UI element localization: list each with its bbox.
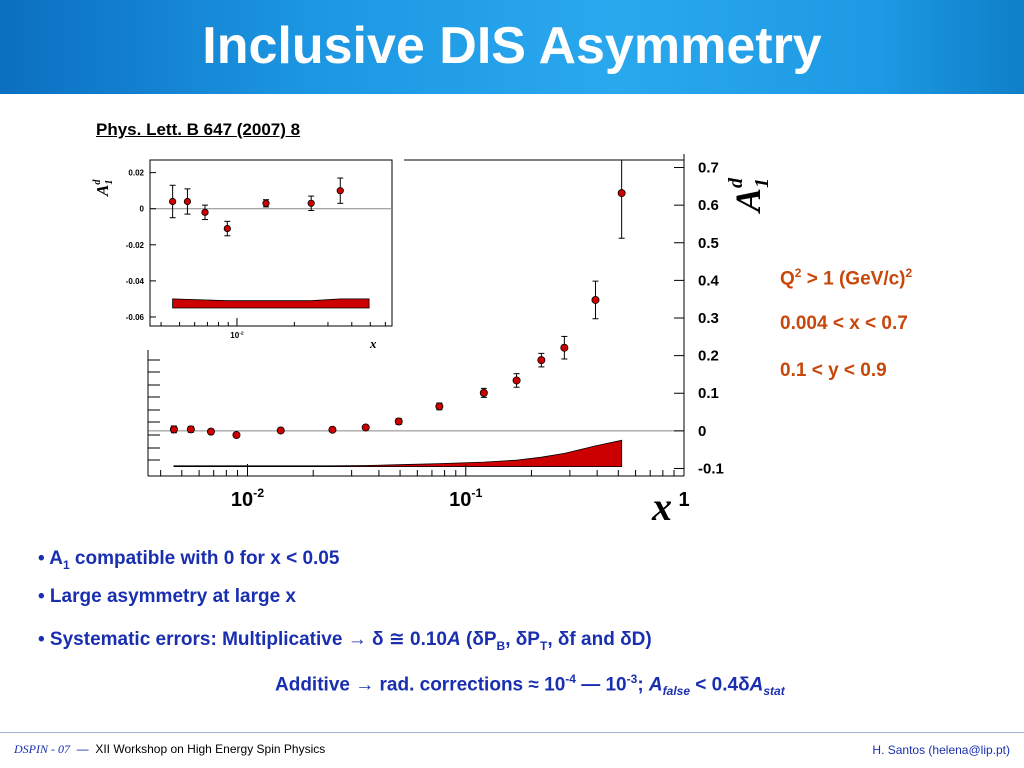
footer-divider [0,732,1024,733]
main-data-point [186,425,195,434]
main-x-tick-label: 10-1 [449,486,482,511]
main-data-point [276,426,285,435]
main-data-point [169,425,178,434]
main-data-point [328,425,337,434]
main-data-point [394,417,403,426]
inset-data-point [336,187,344,195]
bullet-2: • Large asymmetry at large x [38,586,297,607]
inset-y-tick-label: -0.06 [126,313,145,322]
inset-data-point [183,197,192,206]
main-y-tick-label: 0.3 [698,310,719,327]
footer-event: DSPIN - 07 [14,742,70,756]
footer-author: H. Santos (helena@lip.pt) [872,743,1010,757]
inset-data-point [223,224,231,233]
main-systematic-band [173,439,623,467]
main-panel [148,159,685,476]
main-y-tick-label: 0.4 [698,272,720,289]
main-data-point [435,402,444,411]
main-data-point [479,388,488,397]
y-range-condition: 0.1 < y < 0.9 [780,360,887,381]
main-y-axis-title: A1d [725,177,773,214]
main-y-tick-label: 0.6 [698,197,719,214]
main-data-point [617,189,626,198]
main-data-point [361,423,370,432]
inset-systematic-band [172,298,370,309]
inset-y-tick-label: -0.02 [126,241,145,250]
main-y-tick-label: 0 [698,423,706,440]
inset-y-tick-label: -0.04 [126,277,145,286]
inset-x-axis-title: x [369,336,377,351]
q2-condition: Q2 > 1 (GeV/c)2 [780,266,913,290]
inset-y-axis-title: A1d [92,179,115,197]
inset-data-point [169,197,177,206]
inset-data-point [307,199,315,207]
inset-y-tick-label: 0 [140,205,145,214]
main-x-tick-label: 1 [678,489,689,511]
x-range-condition: 0.004 < x < 0.7 [780,313,908,334]
inset-y-tick-label: 0.02 [128,169,144,178]
title-bar: Inclusive DIS Asymmetry [0,0,1024,94]
main-y-tick-label: -0.1 [698,460,724,477]
reference-citation: Phys. Lett. B 647 (2007) 8 [96,120,301,139]
inset-frame [149,159,393,327]
main-x-axis-title: x [651,484,672,529]
bullet-4: Additive → rad. corrections ≈ 10-4 — 10-… [275,672,785,699]
inset-panel [149,159,393,327]
footer-sep: — [76,742,89,756]
slide-title: Inclusive DIS Asymmetry [202,17,822,75]
main-data-point [560,343,569,352]
main-x-tick-label: 10-2 [231,486,264,511]
footer-conference: XII Workshop on High Energy Spin Physics [95,742,326,756]
main-data-point [591,295,600,304]
inset-x-tick-label: 10-2 [230,330,244,340]
inset-data-point [262,199,270,207]
footer-left: DSPIN - 07 — XII Workshop on High Energy… [14,742,325,757]
main-data-point [537,356,546,365]
main-data-point [512,376,521,385]
main-data-point [206,427,215,436]
main-data-point [232,430,241,439]
inset-data-point [201,208,209,216]
bullet-1: • A1 compatible with 0 for x < 0.05 [38,548,340,572]
main-y-tick-label: 0.2 [698,348,719,365]
main-y-tick-label: 0.7 [698,160,719,177]
bullet-3: • Systematic errors: Multiplicative → δ … [38,629,652,653]
main-y-tick-label: 0.1 [698,385,719,402]
main-y-tick-label: 0.5 [698,235,719,252]
